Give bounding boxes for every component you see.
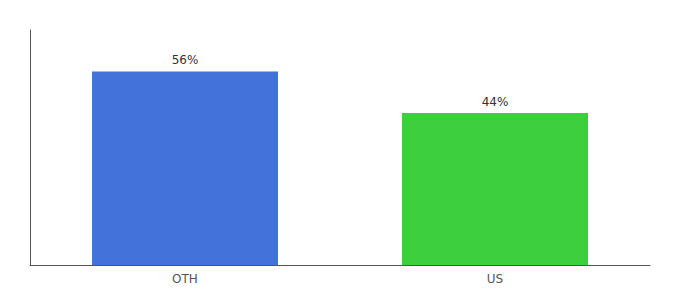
svg-text:56%: 56%	[172, 53, 199, 67]
svg-text:US: US	[487, 272, 503, 286]
svg-text:OTH: OTH	[172, 272, 198, 286]
svg-text:44%: 44%	[482, 95, 509, 109]
